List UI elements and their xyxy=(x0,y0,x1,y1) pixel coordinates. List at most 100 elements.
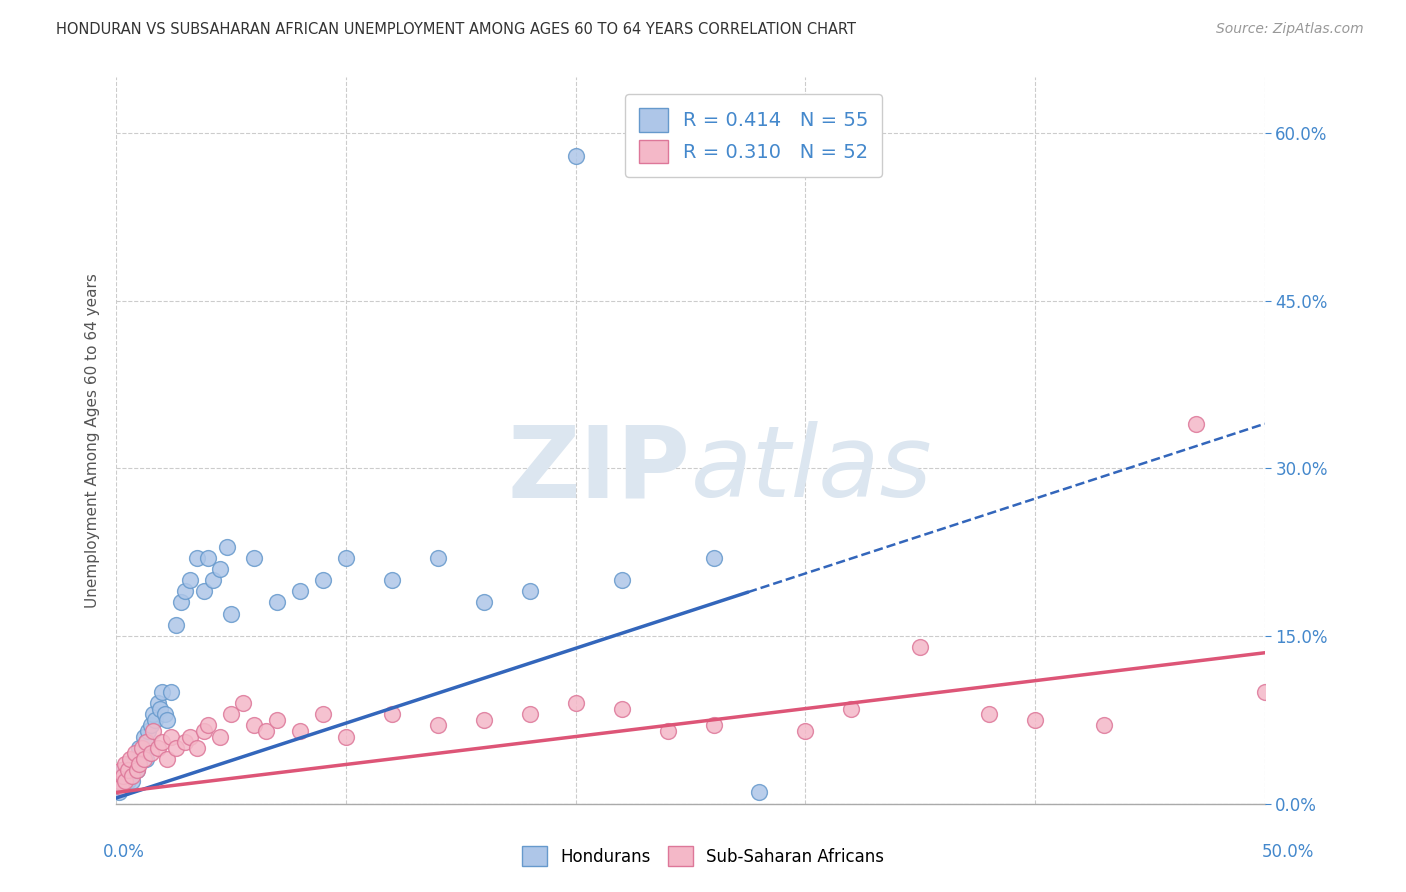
Point xyxy=(117,763,139,777)
Point xyxy=(657,723,679,738)
Point xyxy=(156,752,179,766)
Point xyxy=(312,707,335,722)
Point xyxy=(193,723,215,738)
Point xyxy=(121,769,143,783)
Point xyxy=(114,780,136,794)
Point xyxy=(165,740,187,755)
Point xyxy=(110,763,132,777)
Legend: R = 0.414   N = 55, R = 0.310   N = 52: R = 0.414 N = 55, R = 0.310 N = 52 xyxy=(626,95,883,177)
Point xyxy=(124,752,146,766)
Point xyxy=(564,148,586,162)
Point xyxy=(243,550,266,565)
Point xyxy=(132,730,155,744)
Point xyxy=(128,740,150,755)
Point xyxy=(125,763,148,777)
Point xyxy=(150,685,173,699)
Point xyxy=(107,785,129,799)
Point xyxy=(794,723,817,738)
Point xyxy=(335,550,357,565)
Point xyxy=(201,573,224,587)
Point xyxy=(114,757,136,772)
Point xyxy=(197,718,219,732)
Point xyxy=(1185,417,1208,431)
Point xyxy=(153,707,176,722)
Point xyxy=(110,780,132,794)
Point xyxy=(208,562,231,576)
Point xyxy=(128,752,150,766)
Point xyxy=(610,573,633,587)
Point xyxy=(112,774,135,789)
Point xyxy=(610,701,633,715)
Point xyxy=(128,757,150,772)
Point xyxy=(135,735,157,749)
Point xyxy=(114,774,136,789)
Point xyxy=(131,740,153,755)
Point xyxy=(219,707,242,722)
Point xyxy=(179,730,201,744)
Point xyxy=(1092,718,1115,732)
Point xyxy=(1254,685,1277,699)
Point xyxy=(118,752,141,766)
Point xyxy=(135,752,157,766)
Point xyxy=(142,723,165,738)
Point xyxy=(160,685,183,699)
Point xyxy=(114,769,136,783)
Point xyxy=(142,707,165,722)
Point xyxy=(174,584,197,599)
Point xyxy=(910,640,932,655)
Point xyxy=(288,723,311,738)
Y-axis label: Unemployment Among Ages 60 to 64 years: Unemployment Among Ages 60 to 64 years xyxy=(86,273,100,608)
Point xyxy=(186,740,208,755)
Point xyxy=(156,713,179,727)
Point xyxy=(112,769,135,783)
Point xyxy=(219,607,242,621)
Point xyxy=(139,746,162,760)
Point xyxy=(266,595,288,609)
Point xyxy=(139,718,162,732)
Point xyxy=(107,774,129,789)
Legend: Hondurans, Sub-Saharan Africans: Hondurans, Sub-Saharan Africans xyxy=(513,838,893,875)
Point xyxy=(243,718,266,732)
Point xyxy=(143,713,166,727)
Text: 0.0%: 0.0% xyxy=(103,843,145,861)
Point xyxy=(197,550,219,565)
Point xyxy=(312,573,335,587)
Point xyxy=(132,752,155,766)
Point xyxy=(208,730,231,744)
Text: ZIP: ZIP xyxy=(508,421,690,518)
Point xyxy=(125,763,148,777)
Point xyxy=(232,696,254,710)
Point xyxy=(117,774,139,789)
Point xyxy=(160,730,183,744)
Point xyxy=(193,584,215,599)
Point xyxy=(1024,713,1046,727)
Point xyxy=(288,584,311,599)
Point xyxy=(146,740,169,755)
Point xyxy=(381,707,404,722)
Point xyxy=(174,735,197,749)
Point xyxy=(186,550,208,565)
Point xyxy=(112,763,135,777)
Point xyxy=(519,707,541,722)
Point xyxy=(169,595,191,609)
Point xyxy=(472,595,495,609)
Point xyxy=(519,584,541,599)
Point xyxy=(381,573,404,587)
Text: Source: ZipAtlas.com: Source: ZipAtlas.com xyxy=(1216,22,1364,37)
Point xyxy=(841,701,863,715)
Point xyxy=(118,757,141,772)
Point xyxy=(702,718,724,732)
Point xyxy=(179,573,201,587)
Point xyxy=(146,696,169,710)
Point xyxy=(564,696,586,710)
Point xyxy=(215,540,238,554)
Point xyxy=(426,550,449,565)
Point xyxy=(426,718,449,732)
Point xyxy=(979,707,1001,722)
Point xyxy=(110,780,132,794)
Point xyxy=(254,723,277,738)
Point xyxy=(150,735,173,749)
Point xyxy=(748,785,770,799)
Text: atlas: atlas xyxy=(690,421,932,518)
Point xyxy=(124,746,146,760)
